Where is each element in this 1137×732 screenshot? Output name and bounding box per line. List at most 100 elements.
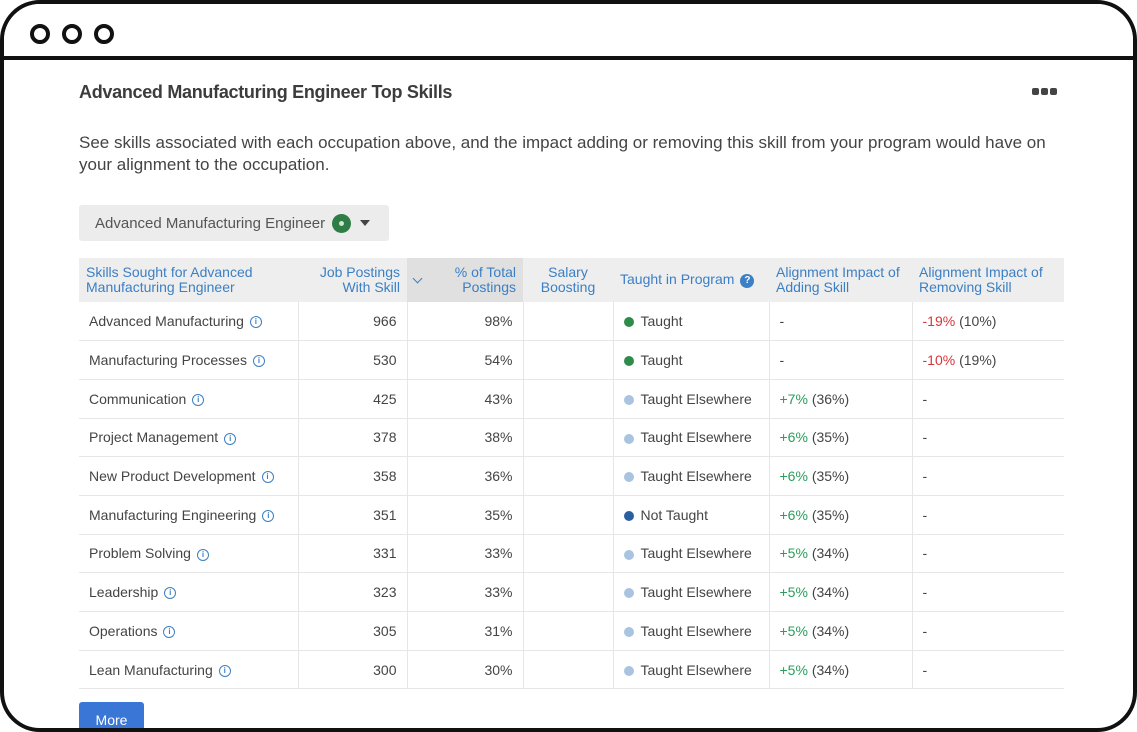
column-header-taught[interactable]: Taught in Program? <box>613 258 769 302</box>
adding-impact-cell: +5% (34%) <box>769 572 913 612</box>
postings-cell: 530 <box>298 340 408 380</box>
info-icon[interactable]: i <box>164 587 177 600</box>
percent-cell: 30% <box>407 650 524 690</box>
skill-cell: Lean Manufacturing i <box>79 650 299 690</box>
skill-cell: Advanced Manufacturing i <box>79 302 299 342</box>
info-icon[interactable]: i <box>196 548 209 561</box>
removing-impact-cell: - <box>912 456 1064 496</box>
window-minimize-button[interactable] <box>62 24 82 44</box>
taught-status: Taught Elsewhere <box>640 468 752 485</box>
sort-descending-icon[interactable] <box>412 273 423 283</box>
skill-cell: Operations i <box>79 611 299 651</box>
postings-cell: 351 <box>298 495 408 535</box>
info-icon[interactable]: i <box>261 471 274 484</box>
skill-name: Problem Solving <box>89 545 191 562</box>
taught-cell: Taught Elsewhere <box>613 379 770 419</box>
taught-cell: Taught <box>613 340 770 380</box>
adding-delta: +6% <box>779 429 808 446</box>
info-icon[interactable]: i <box>249 316 262 329</box>
adding-impact-cell: - <box>769 302 913 342</box>
more-button[interactable]: More <box>79 702 144 728</box>
info-icon[interactable]: i <box>252 355 265 368</box>
adding-impact-cell: - <box>769 340 913 380</box>
more-horizontal-icon[interactable] <box>1032 88 1060 96</box>
occupation-dropdown[interactable]: Advanced Manufacturing Engineer <box>79 205 389 241</box>
adding-impact-cell: +7% (36%) <box>769 379 913 419</box>
status-dot-icon <box>623 472 634 483</box>
info-icon[interactable]: i <box>224 432 237 445</box>
info-icon[interactable]: i <box>163 626 176 639</box>
salary-cell <box>523 650 614 690</box>
status-dot-icon <box>623 627 634 638</box>
percent-cell: 54% <box>407 340 524 380</box>
salary-cell <box>523 572 614 612</box>
adding-delta: +6% <box>779 468 808 485</box>
column-header-adding[interactable]: Alignment Impact of Adding Skill <box>769 258 912 302</box>
postings-cell: 358 <box>298 456 408 496</box>
taught-cell: Taught Elsewhere <box>613 611 770 651</box>
adding-delta: +7% <box>779 390 808 407</box>
skill-name: Advanced Manufacturing <box>89 313 244 330</box>
column-header-removing[interactable]: Alignment Impact of Removing Skill <box>912 258 1064 302</box>
percent-cell: 35% <box>407 495 524 535</box>
column-header-percent-label: % of Total Postings <box>454 264 516 295</box>
column-header-postings[interactable]: Job Postings With Skill <box>298 258 407 302</box>
salary-cell <box>523 379 614 419</box>
taught-cell: Taught Elsewhere <box>613 572 770 612</box>
removing-percent: (10%) <box>959 313 997 330</box>
removing-impact-cell: - <box>912 650 1064 690</box>
info-icon[interactable]: i <box>192 394 205 407</box>
removing-percent: - <box>922 622 928 639</box>
removing-percent: - <box>922 468 928 485</box>
status-dot-icon <box>623 395 634 406</box>
taught-cell: Not Taught <box>613 495 770 535</box>
percent-cell: 33% <box>407 534 524 574</box>
info-icon[interactable]: i <box>218 664 231 677</box>
adding-impact-cell: +5% (34%) <box>769 534 913 574</box>
salary-cell <box>523 418 614 458</box>
main-content: Advanced Manufacturing Engineer Top Skil… <box>4 64 1133 728</box>
salary-cell <box>523 611 614 651</box>
caret-down-icon <box>360 220 371 226</box>
postings-cell: 323 <box>298 572 408 612</box>
status-dot-icon <box>623 588 634 599</box>
column-header-percent[interactable]: % of Total Postings <box>407 258 523 302</box>
table-row: Manufacturing Engineering i 351 35% Not Taug… <box>79 495 1064 535</box>
window-maximize-button[interactable] <box>94 24 114 44</box>
taught-status: Taught Elsewhere <box>640 622 752 639</box>
skill-name: Operations <box>89 622 158 639</box>
window-close-button[interactable] <box>30 24 50 44</box>
removing-percent: - <box>922 584 928 601</box>
adding-percent: - <box>779 313 785 330</box>
percent-cell: 36% <box>407 456 524 496</box>
table-row: Problem Solving i 331 33% Taught Elsewhere +5… <box>79 534 1064 574</box>
status-dot-icon <box>623 433 634 444</box>
removing-impact-cell: - <box>912 572 1064 612</box>
removing-delta: -10% <box>922 352 956 369</box>
column-header-skill[interactable]: Skills Sought for Advanced Manufacturing… <box>79 258 298 302</box>
table-row: Leadership i 323 33% Taught Elsewhere +5% (34… <box>79 572 1064 612</box>
help-icon[interactable]: ? <box>740 273 755 288</box>
page-title: Advanced Manufacturing Engineer Top Skil… <box>79 82 453 102</box>
removing-impact-cell: - <box>912 379 1064 419</box>
percent-cell: 31% <box>407 611 524 651</box>
table-row: Lean Manufacturing i 300 30% Taught Elsewher… <box>79 650 1064 690</box>
adding-percent: - <box>779 352 785 369</box>
skill-cell: Project Management i <box>79 418 299 458</box>
taught-status: Taught <box>640 313 683 330</box>
adding-percent: (34%) <box>811 661 850 678</box>
column-header-salary[interactable]: Salary Boosting <box>523 258 613 302</box>
table-row: New Product Development i 358 36% Taught Els… <box>79 456 1064 496</box>
removing-impact-cell: - <box>912 534 1064 574</box>
taught-cell: Taught Elsewhere <box>613 534 770 574</box>
skill-name: Project Management <box>89 429 219 446</box>
percent-cell: 38% <box>407 418 524 458</box>
table-row: Operations i 305 31% Taught Elsewhere +5% (34… <box>79 611 1064 651</box>
taught-status: Taught Elsewhere <box>640 429 752 446</box>
adding-percent: (34%) <box>811 545 850 562</box>
percent-cell: 98% <box>407 302 524 342</box>
adding-delta: +5% <box>779 661 808 678</box>
taught-cell: Taught Elsewhere <box>613 650 770 690</box>
info-icon[interactable]: i <box>262 510 275 523</box>
